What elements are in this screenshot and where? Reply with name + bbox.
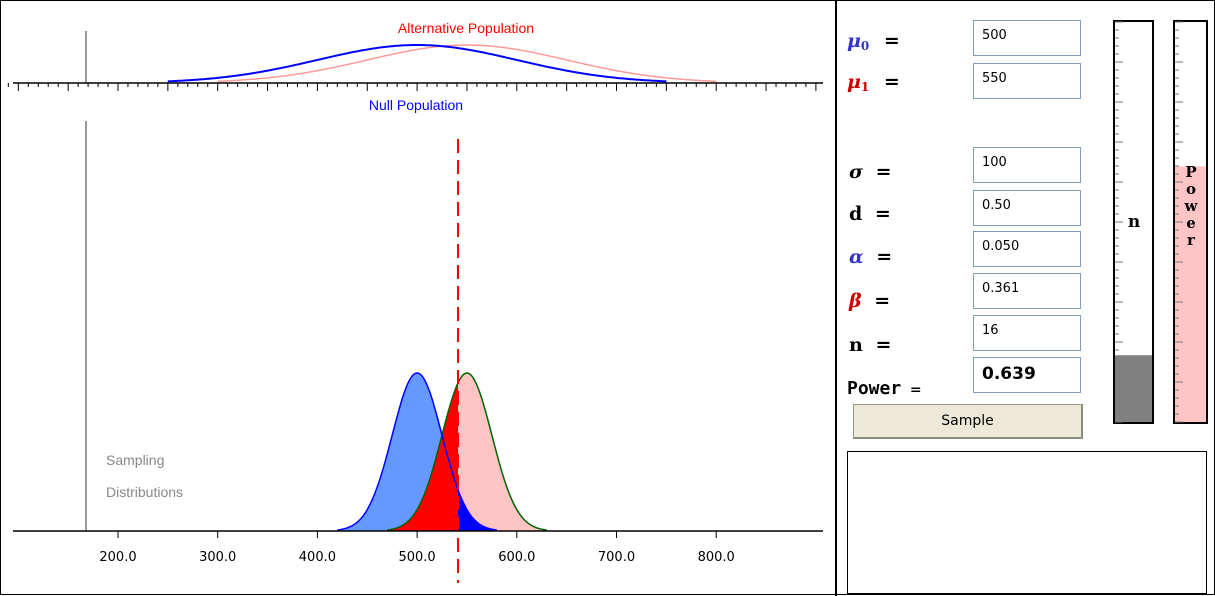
power-gauge[interactable]: P o w e r <box>1173 20 1208 424</box>
alternative-sampling-outline <box>387 372 547 531</box>
beta-input[interactable]: 0.361 <box>973 273 1081 309</box>
mu1-symbol: μ <box>847 71 861 93</box>
distribution-plot: Alternative Population Null Population 2… <box>7 20 823 583</box>
power-equals: = <box>909 382 922 398</box>
mu1-equals: = <box>883 71 900 93</box>
power-region <box>458 373 547 531</box>
n-input[interactable]: 16 <box>973 315 1081 351</box>
null-population-curve <box>167 44 667 83</box>
mu0-equals: = <box>883 30 900 52</box>
beta-region <box>387 382 458 531</box>
panel-divider <box>835 1 837 596</box>
null-population-label: Null Population <box>369 97 463 113</box>
mu0-input[interactable]: 500 <box>973 20 1081 56</box>
sample-button[interactable]: Sample <box>853 404 1083 439</box>
beta-symbol: β <box>849 290 862 312</box>
d-equals: = <box>874 203 891 225</box>
alternative-population-label: Alternative Population <box>398 20 534 36</box>
mu1-label: μ1 = <box>847 71 900 94</box>
power-gauge-letter-p: P <box>1185 163 1196 181</box>
x-tick-label: 600.0 <box>498 550 535 565</box>
n-gauge-label: n <box>1128 212 1140 232</box>
power-word: Power <box>847 378 902 399</box>
x-tick-label: 200.0 <box>99 550 136 565</box>
alpha-input[interactable]: 0.050 <box>973 231 1081 267</box>
x-tick-label: 500.0 <box>398 550 435 565</box>
beta-equals: = <box>874 290 891 312</box>
sampling-label-line2: Distributions <box>106 484 183 500</box>
beta-label: β = <box>849 290 890 312</box>
x-tick-label: 800.0 <box>698 550 735 565</box>
sigma-input[interactable]: 100 <box>973 147 1081 183</box>
null-sampling-outline <box>337 372 498 531</box>
sigma-equals: = <box>875 161 892 183</box>
sigma-symbol: σ <box>849 161 864 183</box>
n-equals: = <box>875 334 892 356</box>
alpha-region <box>458 489 497 531</box>
n-gauge-fill <box>1115 355 1152 422</box>
gauges: n P o w e r <box>1113 20 1208 424</box>
alpha-label: α = <box>849 246 892 268</box>
power-gauge-letter-e: e <box>1186 214 1196 232</box>
sigma-label: σ = <box>849 161 892 183</box>
mu0-label: μ0 = <box>847 30 900 53</box>
power-gauge-letter-o: o <box>1186 180 1196 198</box>
power-gauge-ticks <box>1175 21 1183 423</box>
power-output: 0.639 <box>973 357 1081 393</box>
d-label: d = <box>849 203 891 225</box>
d-symbol: d <box>849 203 863 225</box>
power-gauge-letter-w: w <box>1184 197 1199 215</box>
n-gauge-ticks <box>1115 21 1123 423</box>
mu1-subscript: 1 <box>860 80 870 94</box>
mu1-input[interactable]: 550 <box>973 63 1081 99</box>
power-gauge-letter-r: r <box>1187 231 1196 249</box>
mu0-symbol: μ <box>847 30 861 52</box>
n-symbol: n <box>849 334 863 356</box>
x-tick-label: 700.0 <box>598 550 635 565</box>
alpha-symbol: α <box>849 246 864 268</box>
output-area <box>847 451 1207 594</box>
d-input[interactable]: 0.50 <box>973 190 1081 226</box>
x-tick-label: 400.0 <box>299 550 336 565</box>
alternative-population-curve <box>217 44 717 83</box>
alpha-equals: = <box>876 246 893 268</box>
n-label: n = <box>849 334 891 356</box>
power-label: Power = <box>847 377 922 399</box>
top-axis-ticks <box>7 83 817 91</box>
mu0-subscript: 0 <box>860 39 870 53</box>
bottom-axis-ticks: 200.0 300.0 400.0 500.0 600.0 700.0 800.0 <box>99 531 735 565</box>
sampling-label-line1: Sampling <box>106 452 164 468</box>
power-gauge-fill <box>1175 166 1206 422</box>
n-gauge[interactable]: n <box>1113 20 1154 424</box>
x-tick-label: 300.0 <box>199 550 236 565</box>
